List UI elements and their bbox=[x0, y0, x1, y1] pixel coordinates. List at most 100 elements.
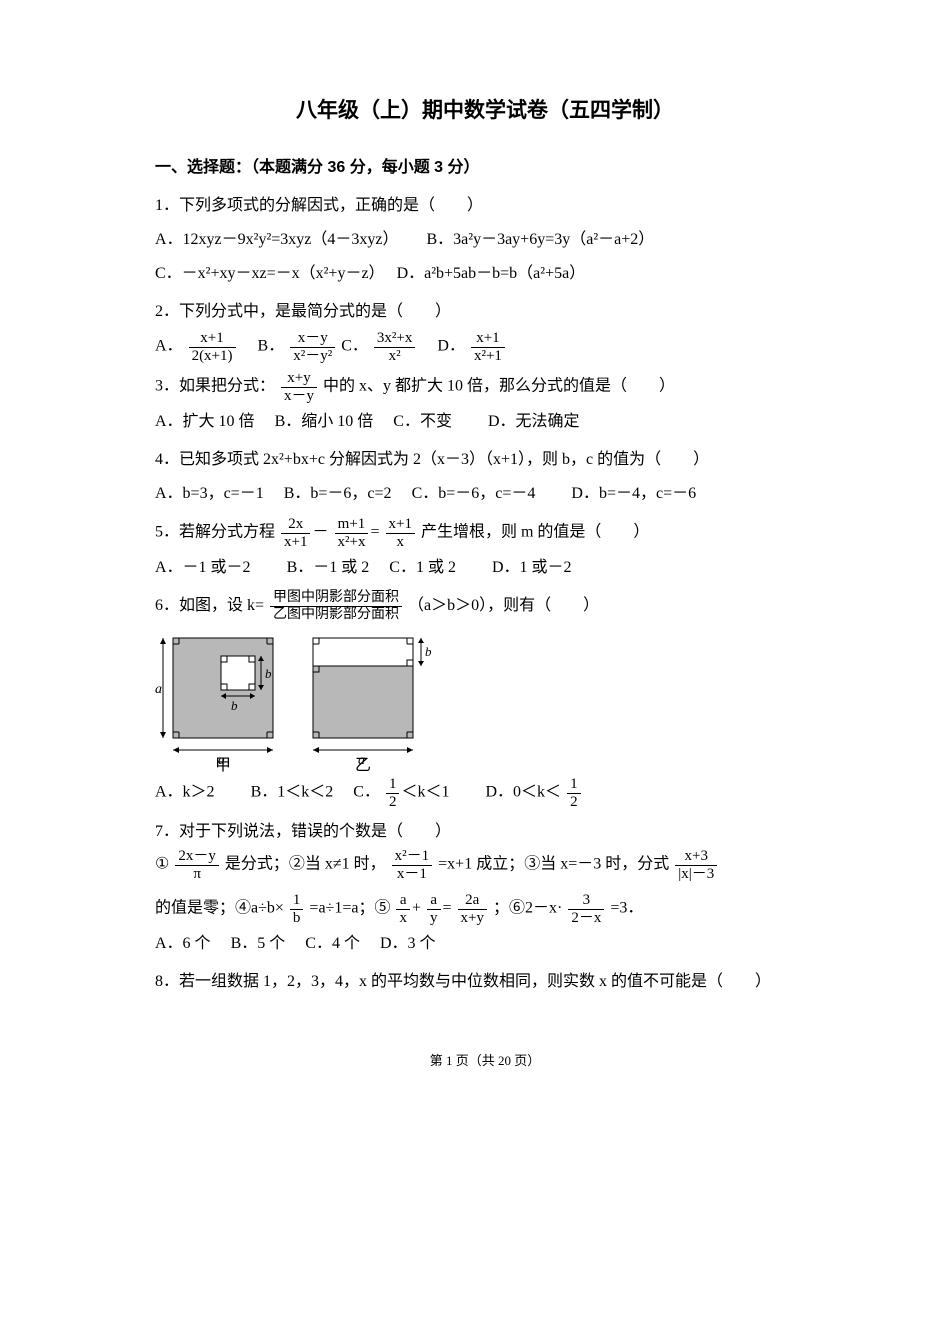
q2-opt-d-label: D． bbox=[437, 338, 465, 355]
frac-num: 1 bbox=[290, 892, 304, 909]
q7-opt-a: A．6 个 bbox=[155, 935, 211, 952]
q5-opt-c: C．1 或 2 bbox=[389, 559, 456, 576]
q5-stem-pre: 5．若解分式方程 bbox=[155, 524, 275, 541]
q7-opt-d: D．3 个 bbox=[380, 935, 436, 952]
q2-opt-b-frac: x－y x²－y² bbox=[290, 330, 335, 364]
q2-opt-a-label: A． bbox=[155, 338, 183, 355]
q7-p1b: 是分式；②当 x≠1 时， bbox=[225, 856, 386, 873]
q7-l2a: 的值是零；④a÷b× bbox=[155, 900, 284, 917]
q8-stem: 8．若一组数据 1，2，3，4，x 的平均数与中位数相同，则实数 x 的值不可能… bbox=[155, 966, 815, 998]
q2-opt-c-frac: 3x²+x x² bbox=[374, 330, 415, 364]
frac-den: x bbox=[386, 533, 415, 551]
q6-opt-d-label: D．0＜k＜ bbox=[486, 784, 562, 801]
q2-stem: 2．下列分式中，是最简分式的是（ ） bbox=[155, 296, 815, 328]
question-3: 3．如果把分式： x+y x－y 中的 x、y 都扩大 10 倍，那么分式的值是… bbox=[155, 370, 815, 438]
q2-options: A． x+1 2(x+1) B． x－y x²－y² C． 3x²+x x² D… bbox=[155, 330, 815, 364]
q5-frac3: x+1 x bbox=[386, 516, 415, 550]
q1-options: A．12xyz－9x²y²=3xyz（4－3xyz） B．3a²y－3ay+6y… bbox=[155, 224, 815, 256]
q7-opt-c: C．4 个 bbox=[305, 935, 360, 952]
q5-opt-b: B．－1 或 2 bbox=[287, 559, 370, 576]
q7-frac4: 1 b bbox=[290, 892, 304, 926]
q7-stem: 7．对于下列说法，错误的个数是（ ） bbox=[155, 816, 815, 848]
frac-num: m+1 bbox=[335, 516, 369, 533]
svg-text:b: b bbox=[231, 698, 238, 713]
question-2: 2．下列分式中，是最简分式的是（ ） A． x+1 2(x+1) B． x－y … bbox=[155, 296, 815, 364]
q7-l2b: =a÷1=a；⑤ bbox=[309, 900, 390, 917]
question-6: 6．如图，设 k= 甲图中阴影部分面积 乙图中阴影部分面积 （a＞b＞0），则有… bbox=[155, 590, 815, 810]
q7-l2d: =3． bbox=[610, 900, 643, 917]
frac-num: x+1 bbox=[471, 330, 505, 347]
q7-options: A．6 个 B．5 个 C．4 个 D．3 个 bbox=[155, 928, 815, 960]
svg-text:b: b bbox=[265, 666, 272, 681]
q7-p2b: =x+1 成立；③当 x=－3 时，分式 bbox=[438, 856, 669, 873]
q7-frac6: a y bbox=[427, 892, 441, 926]
frac-num: 1 bbox=[567, 776, 581, 793]
frac-num: 甲图中阴影部分面积 bbox=[270, 590, 402, 605]
q6-opt-b: B．1＜k＜2 bbox=[251, 784, 334, 801]
q7-frac8: 3 2－x bbox=[568, 892, 604, 926]
frac-num: x+1 bbox=[189, 330, 236, 347]
q6-diagrams: a a b b 甲 bbox=[155, 632, 815, 772]
frac-num: x+y bbox=[281, 370, 317, 387]
q2-opt-a-frac: x+1 2(x+1) bbox=[189, 330, 236, 364]
q3-options: A．扩大 10 倍 B．缩小 10 倍 C．不变 D．无法确定 bbox=[155, 406, 815, 438]
q3-frac: x+y x－y bbox=[281, 370, 317, 404]
q7-frac7: 2a x+y bbox=[458, 892, 487, 926]
frac-den: π bbox=[175, 865, 219, 883]
question-5: 5．若解分式方程 2x x+1 － m+1 x²+x = x+1 x 产生增根，… bbox=[155, 516, 815, 584]
q2-opt-b-label: B． bbox=[258, 338, 285, 355]
section-header: 一、选择题：（本题满分 36 分，每小题 3 分） bbox=[155, 152, 815, 184]
q3-opt-c: C．不变 bbox=[393, 413, 452, 430]
frac-den: x²+1 bbox=[471, 347, 505, 365]
frac-den: 2 bbox=[386, 793, 400, 811]
q6-opt-d-frac: 1 2 bbox=[567, 776, 581, 810]
q6-stem-pre: 6．如图，设 k= bbox=[155, 597, 264, 614]
page-footer: 第 1 页（共 20 页） bbox=[155, 1048, 815, 1074]
question-7: 7．对于下列说法，错误的个数是（ ） ① 2x－y π 是分式；②当 x≠1 时… bbox=[155, 816, 815, 960]
frac-den: 乙图中阴影部分面积 bbox=[270, 606, 402, 622]
frac-num: x－y bbox=[290, 330, 335, 347]
frac-den: x+y bbox=[458, 909, 487, 927]
frac-num: 2a bbox=[458, 892, 487, 909]
q7-frac1: 2x－y π bbox=[175, 848, 219, 882]
frac-den: x－1 bbox=[392, 865, 433, 883]
q3-stem-pre: 3．如果把分式： bbox=[155, 378, 275, 395]
frac-num: a bbox=[427, 892, 441, 909]
q6-frac: 甲图中阴影部分面积 乙图中阴影部分面积 bbox=[270, 590, 402, 622]
q3-opt-b: B．缩小 10 倍 bbox=[275, 413, 374, 430]
q5-opt-d: D．1 或－2 bbox=[492, 559, 572, 576]
question-1: 1．下列多项式的分解因式，正确的是（ ） A．12xyz－9x²y²=3xyz（… bbox=[155, 190, 815, 290]
q1-opt-a: A．12xyz－9x²y²=3xyz（4－3xyz） bbox=[155, 231, 390, 248]
frac-num: 1 bbox=[386, 776, 400, 793]
frac-num: x+1 bbox=[386, 516, 415, 533]
frac-num: a bbox=[396, 892, 410, 909]
q6-stem-post: （a＞b＞0），则有（ ） bbox=[408, 597, 599, 614]
q2-opt-d-frac: x+1 x²+1 bbox=[471, 330, 505, 364]
q4-opt-a: A．b=3，c=－1 bbox=[155, 485, 264, 502]
frac-den: 2 bbox=[567, 793, 581, 811]
q4-stem: 4．已知多项式 2x²+bx+c 分解因式为 2（x－3）（x+1），则 b，c… bbox=[155, 444, 815, 476]
q3-stem-post: 中的 x、y 都扩大 10 倍，那么分式的值是（ ） bbox=[323, 378, 675, 395]
question-4: 4．已知多项式 2x²+bx+c 分解因式为 2（x－3）（x+1），则 b，c… bbox=[155, 444, 815, 510]
q5-stem-post: 产生增根，则 m 的值是（ ） bbox=[421, 524, 649, 541]
frac-den: 2(x+1) bbox=[189, 347, 236, 365]
svg-text:b: b bbox=[425, 644, 432, 659]
svg-text:a: a bbox=[155, 682, 162, 697]
q7-frac5: a x bbox=[396, 892, 410, 926]
label-yi: 乙 bbox=[355, 757, 371, 772]
frac-den: x bbox=[396, 909, 410, 927]
q7-line1: ① 2x－y π 是分式；②当 x≠1 时， x²－1 x－1 =x+1 成立；… bbox=[155, 848, 815, 882]
q4-opt-d: D．b=－4，c=－6 bbox=[571, 485, 696, 502]
q6-opt-c-frac: 1 2 bbox=[386, 776, 400, 810]
question-8: 8．若一组数据 1，2，3，4，x 的平均数与中位数相同，则实数 x 的值不可能… bbox=[155, 966, 815, 998]
frac-den: x－y bbox=[281, 387, 317, 405]
q7-p1a: ① bbox=[155, 856, 169, 873]
q7-line2: 的值是零；④a÷b× 1 b =a÷1=a；⑤ a x + a y = 2a x… bbox=[155, 892, 815, 926]
q5-options: A．－1 或－2 B．－1 或 2 C．1 或 2 D．1 或－2 bbox=[155, 552, 815, 584]
frac-den: y bbox=[427, 909, 441, 927]
q4-opt-c: C．b=－6，c=－4 bbox=[412, 485, 536, 502]
frac-den: x+1 bbox=[281, 533, 310, 551]
q1-stem: 1．下列多项式的分解因式，正确的是（ ） bbox=[155, 190, 815, 222]
label-jia: 甲 bbox=[215, 757, 231, 772]
frac-den: x²－y² bbox=[290, 347, 335, 365]
